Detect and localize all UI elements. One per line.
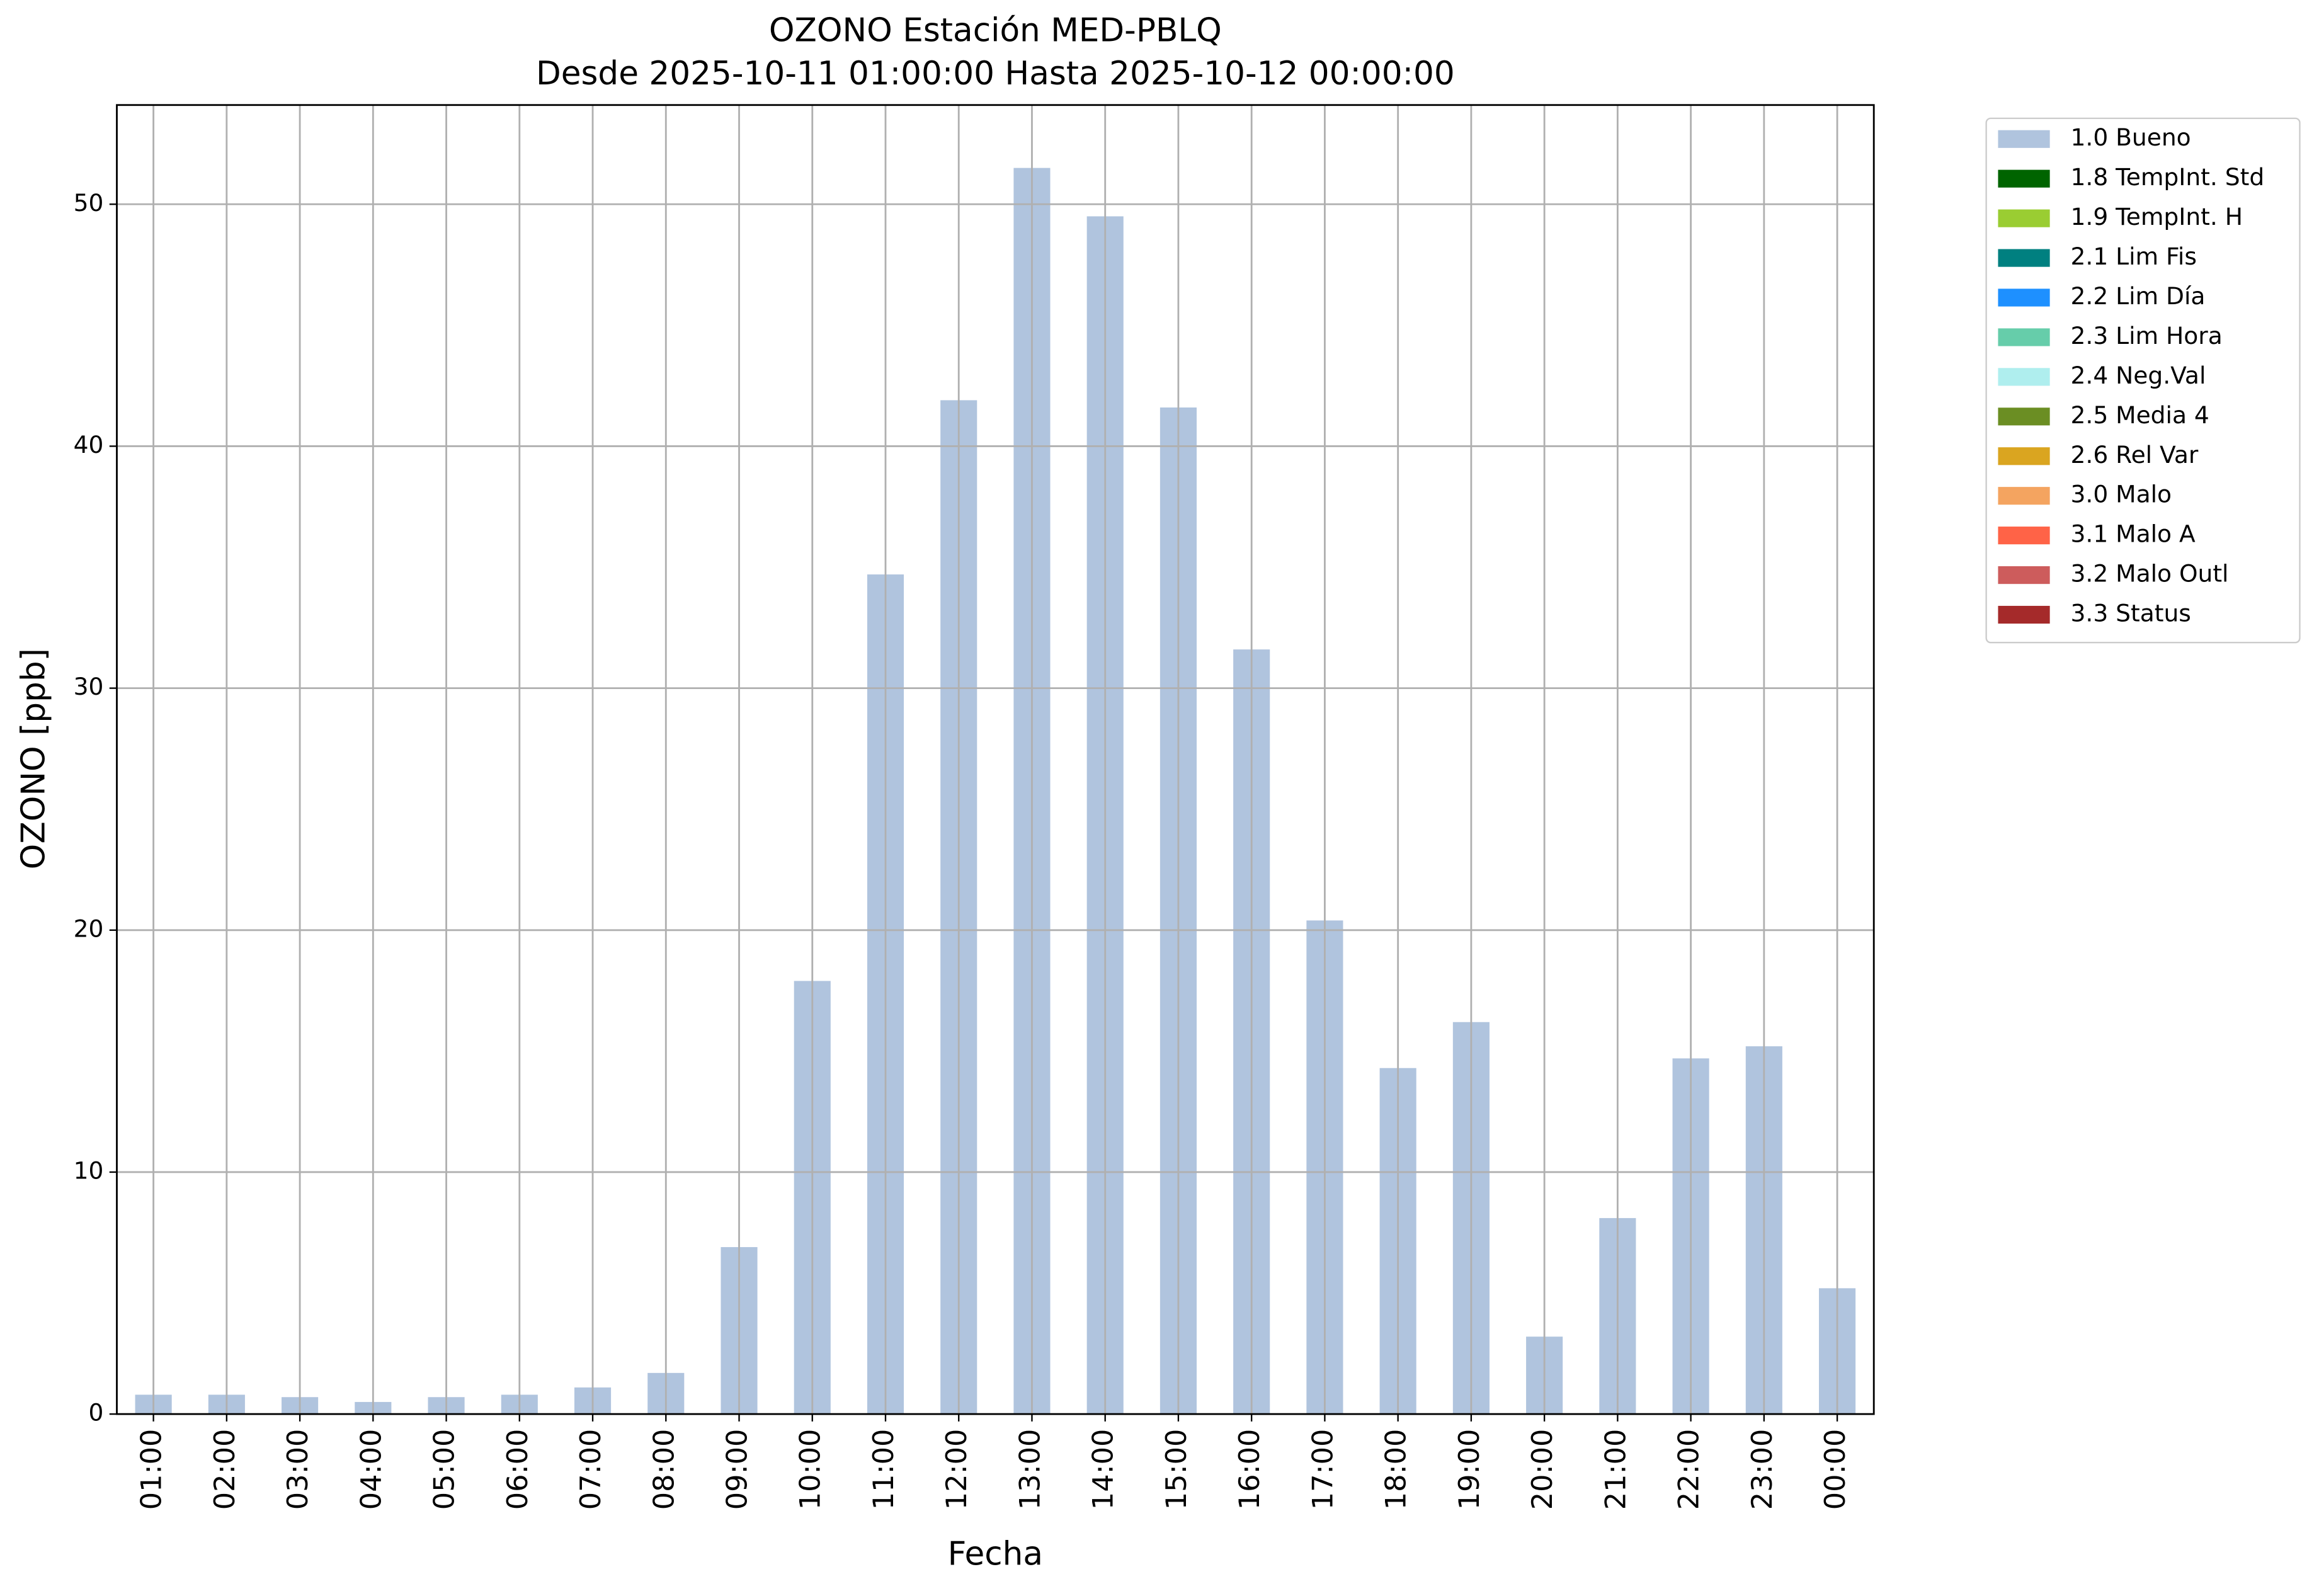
y-tick-label: 40	[74, 431, 104, 459]
legend-swatch	[1998, 328, 2050, 346]
legend-swatch	[1998, 209, 2050, 227]
legend-label: 2.5 Media 4	[2071, 401, 2209, 429]
legend-label: 1.9 TempInt. H	[2071, 203, 2243, 231]
legend-label: 3.0 Malo	[2071, 481, 2172, 508]
y-tick-label: 10	[74, 1156, 104, 1184]
x-tick-label: 08:00	[647, 1429, 680, 1510]
legend-swatch	[1998, 288, 2050, 307]
x-tick-label: 06:00	[501, 1429, 534, 1510]
plot-frame	[116, 104, 1875, 1415]
x-tick-label: 14:00	[1087, 1429, 1120, 1510]
legend-swatch	[1998, 249, 2050, 267]
legend-swatch	[1998, 368, 2050, 386]
legend-swatch	[1998, 169, 2050, 188]
x-tick-label: 19:00	[1453, 1429, 1486, 1510]
x-tick-label: 05:00	[428, 1429, 461, 1510]
legend-label: 3.1 Malo A	[2071, 520, 2196, 548]
legend-label: 3.3 Status	[2071, 600, 2191, 627]
x-tick-label: 07:00	[574, 1429, 607, 1510]
y-tick-label: 30	[74, 673, 104, 700]
chart-subtitle: Desde 2025-10-11 01:00:00 Hasta 2025-10-…	[536, 55, 1455, 93]
x-tick-label: 09:00	[721, 1429, 754, 1510]
x-tick-label: 22:00	[1673, 1429, 1706, 1510]
legend-label: 1.0 Bueno	[2071, 123, 2191, 151]
legend-label: 2.3 Lim Hora	[2071, 322, 2223, 350]
legend-swatch	[1998, 566, 2050, 584]
legend-swatch	[1998, 130, 2050, 148]
y-axis-label: OZONO [ppb]	[14, 648, 52, 869]
x-tick-label: 02:00	[208, 1429, 241, 1510]
x-tick-label: 00:00	[1819, 1429, 1852, 1510]
x-tick-label: 23:00	[1746, 1429, 1779, 1510]
legend-label: 2.1 Lim Fis	[2071, 242, 2197, 270]
x-tick-label: 18:00	[1380, 1429, 1413, 1510]
legend-label: 3.2 Malo Outl	[2071, 560, 2229, 588]
x-tick-label: 01:00	[135, 1429, 168, 1510]
legend-swatch	[1998, 447, 2050, 465]
legend-swatch	[1998, 605, 2050, 624]
x-tick-label: 12:00	[940, 1429, 973, 1510]
x-axis-label: Fecha	[948, 1536, 1043, 1573]
y-tick-label: 50	[74, 189, 104, 217]
x-tick-label: 20:00	[1526, 1429, 1559, 1510]
legend-swatch	[1998, 487, 2050, 505]
x-tick-label: 15:00	[1160, 1429, 1193, 1510]
x-tick-label: 21:00	[1599, 1429, 1632, 1510]
y-tick-label: 0	[88, 1399, 103, 1427]
legend-label: 1.8 TempInt. Std	[2071, 163, 2265, 191]
x-tick-label: 16:00	[1233, 1429, 1266, 1510]
legend-box	[1985, 117, 2301, 644]
x-tick-label: 10:00	[794, 1429, 827, 1510]
x-tick-label: 03:00	[282, 1429, 314, 1510]
x-tick-label: 04:00	[355, 1429, 387, 1510]
legend-swatch	[1998, 408, 2050, 426]
chart-title: OZONO Estación MED-PBLQ	[769, 12, 1222, 50]
x-tick-label: 13:00	[1013, 1429, 1046, 1510]
legend-label: 2.4 Neg.Val	[2071, 362, 2206, 389]
x-tick-label: 11:00	[867, 1429, 900, 1510]
legend-label: 2.6 Rel Var	[2071, 441, 2199, 469]
x-tick-label: 17:00	[1306, 1429, 1339, 1510]
legend-swatch	[1998, 527, 2050, 545]
legend-label: 2.2 Lim Día	[2071, 282, 2206, 310]
y-tick-label: 20	[74, 915, 104, 942]
